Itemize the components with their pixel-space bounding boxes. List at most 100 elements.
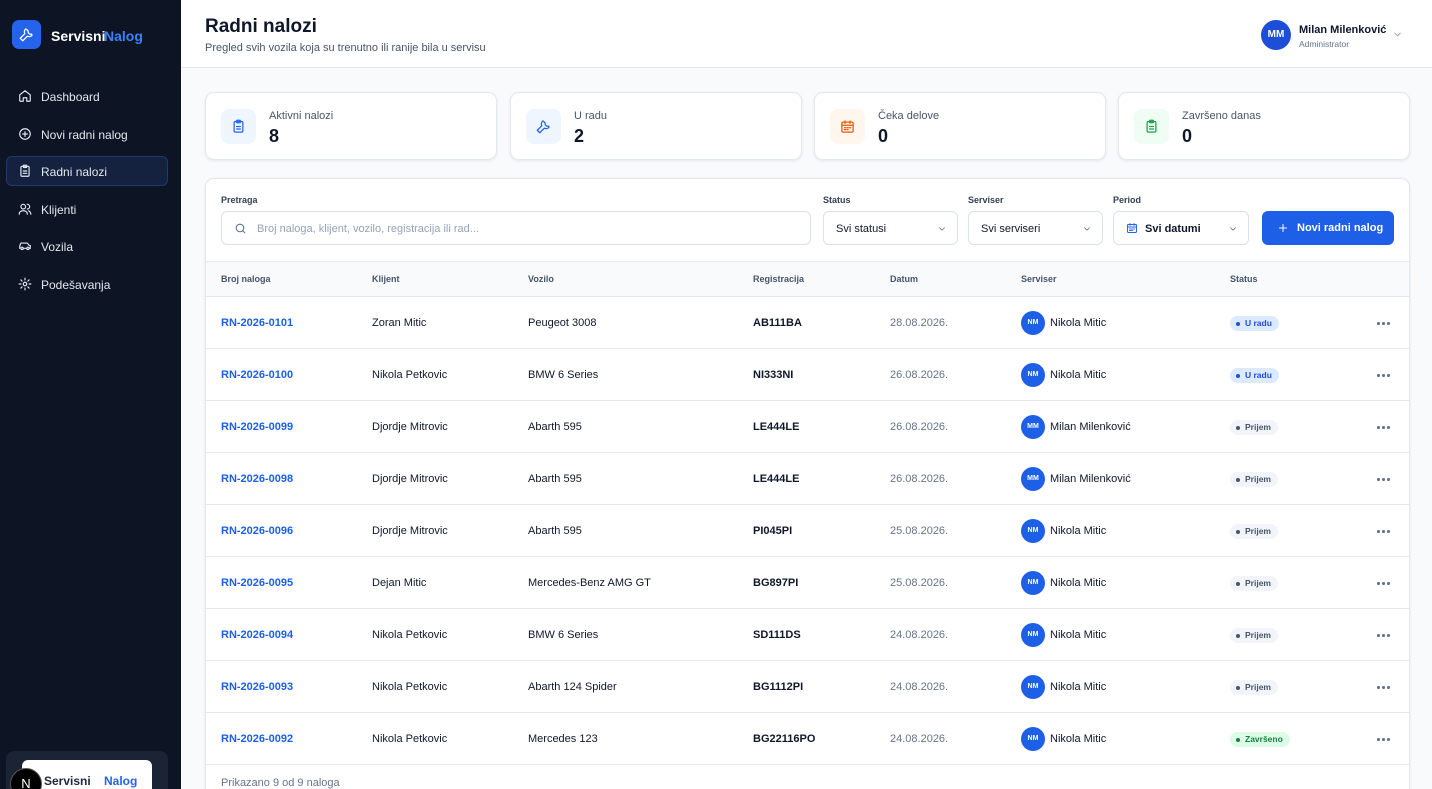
row-menu[interactable] <box>1377 686 1390 689</box>
plate: AB111BA <box>753 317 802 329</box>
menu-dot <box>1377 686 1380 689</box>
row-menu[interactable] <box>1377 374 1390 377</box>
menu-dot <box>1382 530 1385 533</box>
order-id[interactable]: RN-2026-0099 <box>221 421 294 433</box>
vehicle: Peugeot 3008 <box>528 317 597 329</box>
filter-select[interactable]: Svi datumi <box>1113 211 1249 245</box>
menu-dot <box>1387 738 1390 741</box>
serviser: Nikola Mitic <box>1050 629 1107 641</box>
status-badge: Prijem <box>1230 420 1278 435</box>
filter-value: Svi statusi <box>836 223 887 235</box>
wrench-icon <box>19 28 33 42</box>
status-dot <box>1236 530 1240 534</box>
plate: PI045PI <box>753 525 793 537</box>
date: 26.08.2026. <box>890 369 949 381</box>
menu-dot <box>1387 530 1390 533</box>
date: 25.08.2026. <box>890 577 949 589</box>
status-badge: Završeno <box>1230 732 1290 747</box>
serviser: Nikola Mitic <box>1050 681 1107 693</box>
nav-label: Vozila <box>41 240 74 254</box>
stat-label: Čeka delove <box>878 110 940 122</box>
vehicle: Abarth 124 Spider <box>528 681 617 693</box>
plate: SD111DS <box>753 629 801 641</box>
order-id[interactable]: RN-2026-0094 <box>221 629 294 641</box>
nav-item[interactable]: Novi radni nalog <box>6 119 168 149</box>
chevron-icon <box>939 227 945 231</box>
menu-dot <box>1382 478 1385 481</box>
brand-icon <box>12 20 41 49</box>
serviser: Nikola Mitic <box>1050 733 1107 745</box>
serviser: Nikola Mitic <box>1050 525 1107 537</box>
menu-dot <box>1377 634 1380 637</box>
table-row[interactable] <box>206 661 1409 713</box>
table-row[interactable] <box>206 557 1409 609</box>
order-id[interactable]: RN-2026-0096 <box>221 525 294 537</box>
order-id[interactable]: RN-2026-0098 <box>221 473 294 485</box>
menu-dot <box>1377 322 1380 325</box>
table-row[interactable] <box>206 297 1409 349</box>
nav-item[interactable]: Podešavanja <box>6 269 168 299</box>
plate: BG897PI <box>753 577 799 589</box>
stat-label: U radu <box>574 110 608 122</box>
filter-value: Svi serviseri <box>981 223 1041 235</box>
table-row[interactable] <box>206 401 1409 453</box>
row-menu[interactable] <box>1377 426 1390 429</box>
stat-icon <box>1134 109 1169 144</box>
stat-icon <box>830 109 865 144</box>
vehicle: Mercedes-Benz AMG GT <box>528 577 651 589</box>
nav-icon <box>19 242 31 251</box>
column-header: Registracija <box>753 274 805 284</box>
date: 24.08.2026. <box>890 681 949 693</box>
order-id[interactable]: RN-2026-0100 <box>221 369 294 381</box>
new-order-button[interactable]: Novi radni nalog <box>1262 211 1394 245</box>
row-menu[interactable] <box>1377 634 1390 637</box>
header: Radni nalozi Pregled svih vozila koja su … <box>181 0 1432 68</box>
nav-item[interactable]: Klijenti <box>6 194 168 224</box>
nav-item[interactable]: Radni nalozi <box>6 156 168 186</box>
row-menu[interactable] <box>1377 322 1390 325</box>
vehicle: BMW 6 Series <box>528 629 599 641</box>
menu-dot <box>1387 478 1390 481</box>
menu-dot <box>1387 426 1390 429</box>
plate: LE444LE <box>753 421 800 433</box>
plate: LE444LE <box>753 473 800 485</box>
serviser-avatar: NM <box>1021 623 1045 647</box>
row-menu[interactable] <box>1377 478 1390 481</box>
client: Nikola Petkovic <box>372 733 448 745</box>
client: Nikola Petkovic <box>372 629 448 641</box>
menu-dot <box>1387 322 1390 325</box>
nav-item[interactable]: Dashboard <box>6 81 168 111</box>
table-row[interactable] <box>206 505 1409 557</box>
user-avatar[interactable]: MM <box>1261 20 1291 50</box>
client: Nikola Petkovic <box>372 681 448 693</box>
table-row[interactable] <box>206 609 1409 661</box>
menu-dot <box>1382 322 1385 325</box>
filter-label: Serviser <box>968 195 1004 205</box>
order-id[interactable]: RN-2026-0092 <box>221 733 294 745</box>
stat-label: Završeno danas <box>1182 110 1261 122</box>
table-row[interactable] <box>206 349 1409 401</box>
serviser-avatar: NM <box>1021 363 1045 387</box>
row-menu[interactable] <box>1377 738 1390 741</box>
serviser-avatar: NM <box>1021 571 1045 595</box>
filter-select[interactable]: Svi statusi <box>823 211 958 245</box>
search-input[interactable]: Broj naloga, klijent, vozilo, registraci… <box>221 211 811 245</box>
row-menu[interactable] <box>1377 530 1390 533</box>
serviser: Nikola Mitic <box>1050 317 1107 329</box>
table-row[interactable] <box>206 713 1409 765</box>
stat-value: 2 <box>574 126 585 146</box>
brand-name: Servisni <box>51 28 106 44</box>
stat-icon <box>221 109 256 144</box>
order-id[interactable]: RN-2026-0093 <box>221 681 294 693</box>
nav-item[interactable]: Vozila <box>6 231 168 261</box>
status-dot <box>1236 686 1240 690</box>
serviser: Milan Milenković <box>1050 421 1131 433</box>
status-badge: Prijem <box>1230 628 1278 643</box>
table-row[interactable] <box>206 453 1409 505</box>
filter-select[interactable]: Svi serviseri <box>968 211 1103 245</box>
status-badge: Prijem <box>1230 576 1278 591</box>
search-placeholder: Broj naloga, klijent, vozilo, registraci… <box>257 223 479 235</box>
order-id[interactable]: RN-2026-0101 <box>221 317 294 329</box>
order-id[interactable]: RN-2026-0095 <box>221 577 294 589</box>
row-menu[interactable] <box>1377 582 1390 585</box>
